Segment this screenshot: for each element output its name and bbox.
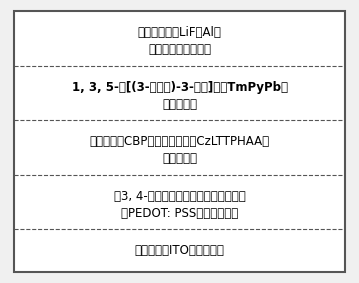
Text: 氧化铟锡（ITO）玻璃衬底: 氧化铟锡（ITO）玻璃衬底 xyxy=(135,244,224,257)
Text: 主体材料（CBP）：客体材料（CzLTTPHAA）: 主体材料（CBP）：客体材料（CzLTTPHAA） xyxy=(89,135,270,148)
Text: （PEDOT: PSS）空穴注入层: （PEDOT: PSS）空穴注入层 xyxy=(121,207,238,220)
FancyBboxPatch shape xyxy=(14,11,345,272)
Text: 有机发光层: 有机发光层 xyxy=(162,152,197,165)
Text: 聚3, 4-乙撑二氧噻吩：聚苯乙烯磺酸盐: 聚3, 4-乙撑二氧噻吩：聚苯乙烯磺酸盐 xyxy=(114,190,245,203)
Text: 电子传输层: 电子传输层 xyxy=(162,98,197,111)
Text: 电子注入层／阴极层: 电子注入层／阴极层 xyxy=(148,43,211,56)
Text: 氟化锂／铝（LiF／Al）: 氟化锂／铝（LiF／Al） xyxy=(137,26,222,39)
Text: 1, 3, 5-三[(3-吡啶基)-3-苯基]苯（TmPyPb）: 1, 3, 5-三[(3-吡啶基)-3-苯基]苯（TmPyPb） xyxy=(71,81,288,94)
